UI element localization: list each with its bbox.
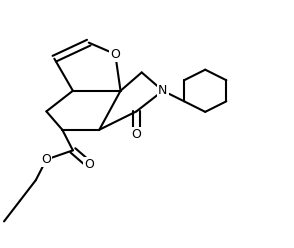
Text: O: O (41, 153, 51, 166)
Text: O: O (131, 128, 141, 141)
Text: O: O (110, 48, 120, 61)
Text: O: O (84, 158, 94, 171)
Text: N: N (158, 84, 168, 97)
